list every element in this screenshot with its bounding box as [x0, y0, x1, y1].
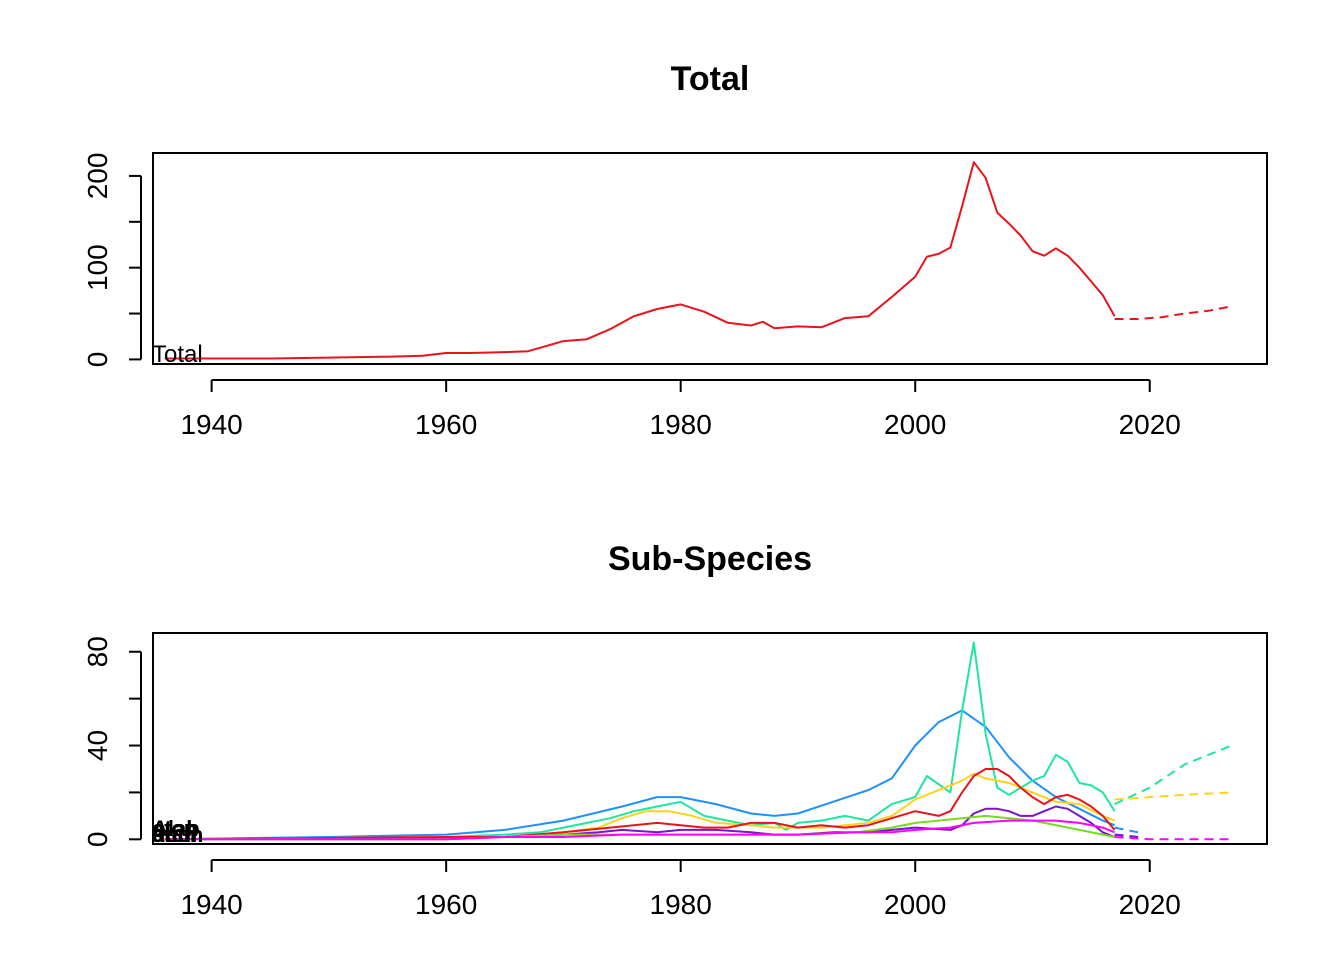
series-line-4	[164, 772, 1115, 841]
panel-sub-species-plot-frame	[152, 632, 1268, 845]
series-line-0	[164, 161, 1116, 360]
panel-sub-species-lines	[164, 641, 1233, 841]
series-line-6	[164, 768, 1116, 841]
series-annotation: stcn	[152, 822, 197, 847]
series-line-8	[164, 805, 1115, 841]
forecast-line-1	[1114, 305, 1232, 320]
x-tick-label: 2020	[1119, 409, 1181, 440]
y-tick-label: 0	[82, 832, 113, 848]
x-tick-label: 1940	[180, 889, 242, 920]
series-line-10	[164, 814, 1115, 841]
y-tick-label: 0	[82, 352, 113, 368]
forecast-line-5	[1114, 791, 1232, 801]
y-tick-label: 80	[82, 636, 113, 667]
x-tick-label: 2000	[884, 409, 946, 440]
x-tick-label: 1960	[415, 889, 477, 920]
series-annotation: ahcn	[152, 822, 203, 847]
series-line-11	[164, 819, 1115, 841]
series-line-2	[164, 641, 1116, 841]
panel-sub-species-axes: 1940 1960 1980 2000 2020 0 40 80	[82, 636, 1181, 920]
series-annotation: Alab	[152, 816, 200, 841]
forecast-line-12	[1114, 836, 1232, 841]
panel-total-axes: 1940 1960 1980 2000 2020 0 100 200	[82, 153, 1181, 440]
forecast-line-1	[1114, 826, 1139, 834]
x-tick-label: 1940	[180, 409, 242, 440]
panel-sub-species-title: Sub-Species	[608, 540, 812, 578]
panel-total-lines	[164, 161, 1232, 360]
series-annotation: aton	[152, 816, 198, 841]
forecast-line-9	[1114, 833, 1139, 838]
panel-total: Total 1940 1960 1980 2000 2020 0 100 200 Total	[82, 60, 1268, 440]
x-tick-label: 1980	[650, 889, 712, 920]
series-annotation: ctcn	[152, 816, 197, 841]
panel-sub-species: Sub-Species 1940 1960 1980 2000 2020 0 40 80 ah…	[82, 540, 1268, 920]
panel-total-title: Total	[671, 60, 750, 98]
x-tick-label: 1980	[650, 409, 712, 440]
series-annotation: dcn	[152, 822, 191, 847]
x-tick-label: 1960	[415, 409, 477, 440]
series-annotation: Total	[152, 341, 203, 368]
panel-total-plot-frame	[152, 152, 1268, 365]
y-tick-label: 200	[82, 153, 113, 200]
forecast-line-3	[1114, 744, 1233, 806]
y-tick-label: 40	[82, 730, 113, 761]
y-tick-label: 100	[82, 244, 113, 291]
panel-total-annotations: Total	[152, 341, 203, 368]
x-tick-label: 2020	[1119, 889, 1181, 920]
x-tick-label: 2000	[884, 889, 946, 920]
